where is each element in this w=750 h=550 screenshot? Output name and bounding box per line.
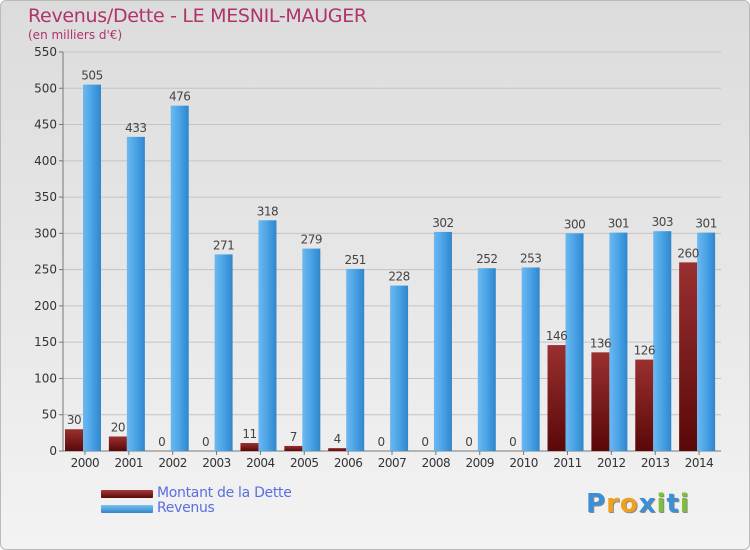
bar-dette <box>108 436 127 451</box>
bar-revenus <box>214 254 233 451</box>
y-tick-label: 500 <box>34 81 57 95</box>
data-label-revenus: 279 <box>301 233 322 247</box>
x-tick-label: 2012 <box>597 456 626 470</box>
y-tick-label: 350 <box>34 190 57 204</box>
data-label-dette: 0 <box>377 435 384 449</box>
y-tick-label: 50 <box>42 408 57 422</box>
data-label-revenus: 433 <box>125 121 146 135</box>
bar-dette <box>284 445 303 451</box>
x-tick-label: 2003 <box>202 456 231 470</box>
bar-revenus <box>346 268 365 451</box>
y-tick-label: 150 <box>34 335 57 349</box>
data-label-revenus: 505 <box>81 69 102 83</box>
x-tick-label: 2002 <box>158 456 187 470</box>
bar-revenus <box>565 233 584 451</box>
x-tick-label: 2010 <box>509 456 538 470</box>
data-label-dette: 146 <box>546 329 567 343</box>
x-tick-label: 2008 <box>422 456 451 470</box>
x-tick-label: 2007 <box>378 456 407 470</box>
data-label-dette: 4 <box>334 432 341 446</box>
data-label-dette: 136 <box>590 336 611 350</box>
data-label-revenus: 252 <box>476 252 497 266</box>
bar-dette <box>240 443 259 451</box>
x-tick-label: 2013 <box>641 456 670 470</box>
bar-dette <box>328 448 347 451</box>
y-tick-label: 200 <box>34 299 57 313</box>
proxiti-logo: Proxiti <box>586 489 690 519</box>
y-tick-label: 100 <box>34 371 57 385</box>
bar-dette <box>65 429 83 451</box>
data-label-dette: 0 <box>421 435 428 449</box>
x-tick-label: 2009 <box>465 456 494 470</box>
data-label-revenus: 271 <box>213 238 234 252</box>
x-tick-label: 2000 <box>71 456 100 470</box>
data-label-revenus: 300 <box>564 217 585 231</box>
data-label-revenus: 302 <box>432 216 453 230</box>
legend-swatch-dette <box>101 490 153 498</box>
logo-letter: t <box>666 489 680 519</box>
bar-revenus <box>521 267 540 451</box>
y-tick-label: 400 <box>34 154 57 168</box>
logo-letter: P <box>586 489 607 519</box>
chart-subtitle: (en milliers d'€) <box>28 28 123 42</box>
bar-revenus <box>609 232 628 451</box>
data-label-dette: 260 <box>677 246 698 260</box>
x-tick-label: 2004 <box>246 456 275 470</box>
logo-letter: o <box>619 489 639 519</box>
bar-dette <box>635 359 654 451</box>
data-label-dette: 11 <box>242 427 256 441</box>
x-tick-label: 2001 <box>115 456 144 470</box>
logo-letter: i <box>679 489 690 519</box>
bar-revenus <box>302 248 321 451</box>
data-label-revenus: 251 <box>344 253 365 267</box>
y-tick-label: 250 <box>34 263 57 277</box>
bar-revenus <box>126 136 145 452</box>
data-label-revenus: 476 <box>169 90 190 104</box>
data-label-dette: 30 <box>67 413 81 427</box>
x-tick-label: 2014 <box>685 456 714 470</box>
logo-letter: r <box>606 489 620 519</box>
y-tick-label: 0 <box>49 444 57 458</box>
legend-swatch-revenus <box>101 505 153 513</box>
legend-label-dette: Montant de la Dette <box>157 485 292 501</box>
bar-revenus <box>477 268 496 451</box>
bar-dette <box>547 345 566 451</box>
bar-revenus <box>170 105 189 451</box>
y-tick-label: 450 <box>34 118 57 132</box>
data-label-revenus: 228 <box>388 270 409 284</box>
logo-letter: i <box>656 489 667 519</box>
legend-label-revenus: Revenus <box>157 500 215 516</box>
bar-dette <box>591 352 610 451</box>
bar-revenus <box>433 231 452 451</box>
data-label-dette: 0 <box>202 435 209 449</box>
data-label-revenus: 253 <box>520 251 541 265</box>
data-label-dette: 7 <box>290 430 297 444</box>
y-tick-label: 550 <box>34 45 57 59</box>
chart-title: Revenus/Dette - LE MESNIL-MAUGER <box>28 5 367 27</box>
y-tick-label: 300 <box>34 226 57 240</box>
x-tick-label: 2006 <box>334 456 363 470</box>
data-label-revenus: 301 <box>695 217 716 231</box>
data-label-revenus: 301 <box>608 217 629 231</box>
data-label-dette: 0 <box>509 435 516 449</box>
logo-letter: x <box>638 489 657 519</box>
bar-revenus <box>653 231 672 451</box>
bar-revenus <box>390 285 409 451</box>
bar-revenus <box>258 220 277 451</box>
data-label-dette: 0 <box>158 435 165 449</box>
data-label-revenus: 318 <box>257 204 278 218</box>
x-tick-label: 2005 <box>290 456 319 470</box>
data-label-dette: 126 <box>634 344 655 358</box>
bar-revenus <box>697 232 716 451</box>
x-tick-label: 2011 <box>553 456 582 470</box>
data-label-dette: 20 <box>111 420 125 434</box>
data-label-dette: 0 <box>465 435 472 449</box>
data-label-revenus: 303 <box>652 215 673 229</box>
bar-dette <box>679 262 698 451</box>
bar-revenus <box>83 84 101 452</box>
